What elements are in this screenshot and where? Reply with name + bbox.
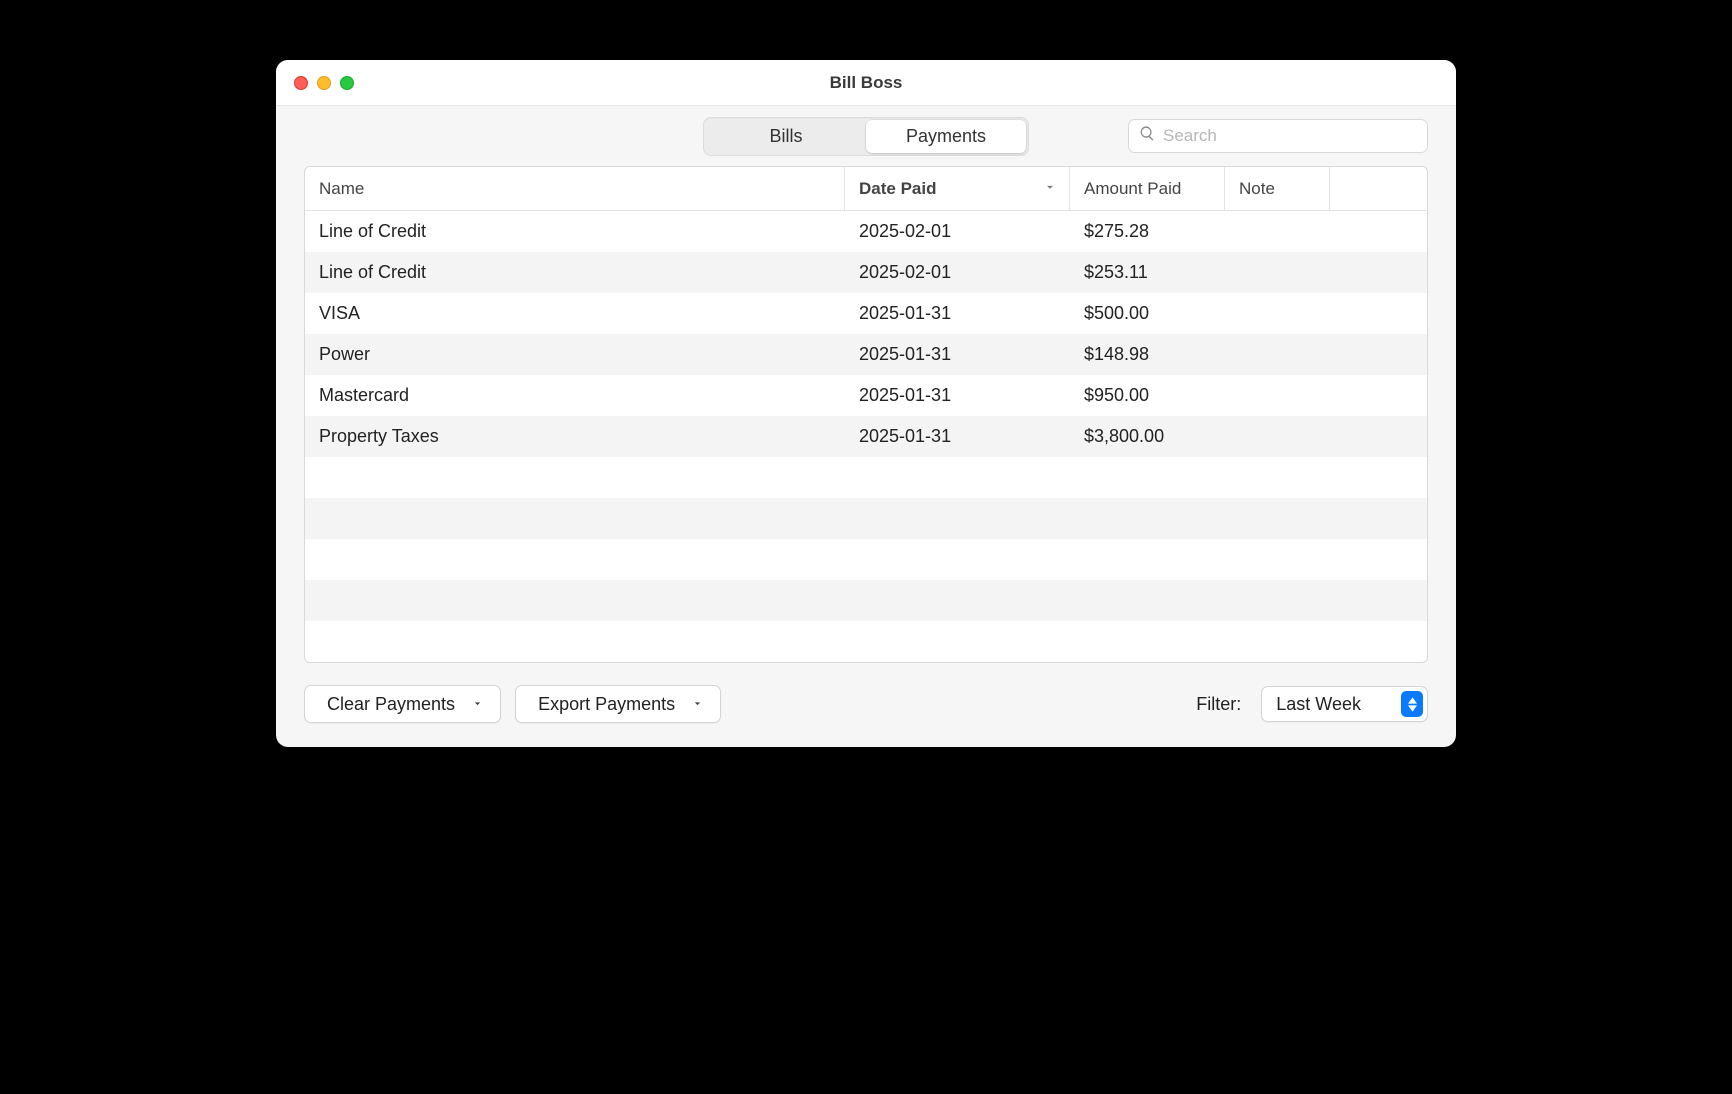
search-input[interactable] <box>1163 126 1417 146</box>
select-stepper-icon <box>1401 691 1423 717</box>
filter-select[interactable]: Last Week <box>1261 686 1428 722</box>
cell-amount-paid: $148.98 <box>1070 344 1225 365</box>
minimize-icon[interactable] <box>317 76 331 90</box>
cell-name: Property Taxes <box>305 426 845 447</box>
tab-segmented-control: Bills Payments <box>703 117 1029 156</box>
payments-table: Name Date Paid Amount Paid Note Line of … <box>304 166 1428 663</box>
window-title: Bill Boss <box>276 73 1456 93</box>
filter-label: Filter: <box>1196 694 1241 715</box>
search-icon <box>1139 125 1156 147</box>
export-payments-label: Export Payments <box>538 694 675 715</box>
clear-payments-button[interactable]: Clear Payments <box>304 685 501 723</box>
table-row[interactable]: Power2025-01-31$148.98 <box>305 334 1427 375</box>
table-header: Name Date Paid Amount Paid Note <box>305 167 1427 211</box>
cell-amount-paid: $253.11 <box>1070 262 1225 283</box>
table-row-empty <box>305 539 1427 580</box>
table-row[interactable]: Mastercard2025-01-31$950.00 <box>305 375 1427 416</box>
tab-bills[interactable]: Bills <box>706 120 866 153</box>
cell-name: VISA <box>305 303 845 324</box>
cell-name: Mastercard <box>305 385 845 406</box>
table-row[interactable]: Line of Credit2025-02-01$253.11 <box>305 252 1427 293</box>
content-area: Name Date Paid Amount Paid Note Line of … <box>276 166 1456 747</box>
cell-date-paid: 2025-01-31 <box>845 303 1070 324</box>
table-row[interactable]: Line of Credit2025-02-01$275.28 <box>305 211 1427 252</box>
chevron-down-icon <box>471 694 484 715</box>
table-row-empty <box>305 498 1427 539</box>
table-row-empty <box>305 580 1427 621</box>
table-body: Line of Credit2025-02-01$275.28Line of C… <box>305 211 1427 662</box>
column-header-spacer <box>1330 167 1427 210</box>
filter-value: Last Week <box>1276 694 1361 715</box>
column-header-amount-paid[interactable]: Amount Paid <box>1070 167 1225 210</box>
export-payments-button[interactable]: Export Payments <box>515 685 721 723</box>
chevron-down-icon <box>1043 179 1057 199</box>
zoom-icon[interactable] <box>340 76 354 90</box>
cell-name: Line of Credit <box>305 221 845 242</box>
cell-amount-paid: $500.00 <box>1070 303 1225 324</box>
close-icon[interactable] <box>294 76 308 90</box>
column-header-date-paid[interactable]: Date Paid <box>845 167 1070 210</box>
column-header-name[interactable]: Name <box>305 167 845 210</box>
cell-date-paid: 2025-01-31 <box>845 344 1070 365</box>
table-row-empty <box>305 621 1427 662</box>
app-window: Bill Boss Bills Payments Name Date Paid <box>276 60 1456 747</box>
cell-name: Power <box>305 344 845 365</box>
toolbar: Bills Payments <box>276 106 1456 166</box>
cell-date-paid: 2025-02-01 <box>845 221 1070 242</box>
cell-amount-paid: $950.00 <box>1070 385 1225 406</box>
cell-date-paid: 2025-01-31 <box>845 385 1070 406</box>
titlebar: Bill Boss <box>276 60 1456 106</box>
chevron-down-icon <box>691 694 704 715</box>
cell-date-paid: 2025-01-31 <box>845 426 1070 447</box>
cell-name: Line of Credit <box>305 262 845 283</box>
footer-bar: Clear Payments Export Payments Filter: L… <box>304 685 1428 723</box>
table-row-empty <box>305 457 1427 498</box>
column-header-note[interactable]: Note <box>1225 167 1330 210</box>
cell-date-paid: 2025-02-01 <box>845 262 1070 283</box>
tab-payments[interactable]: Payments <box>866 120 1026 153</box>
search-field[interactable] <box>1128 119 1428 153</box>
table-row[interactable]: VISA2025-01-31$500.00 <box>305 293 1427 334</box>
cell-amount-paid: $3,800.00 <box>1070 426 1225 447</box>
table-row[interactable]: Property Taxes2025-01-31$3,800.00 <box>305 416 1427 457</box>
traffic-lights <box>294 76 354 90</box>
cell-amount-paid: $275.28 <box>1070 221 1225 242</box>
clear-payments-label: Clear Payments <box>327 694 455 715</box>
